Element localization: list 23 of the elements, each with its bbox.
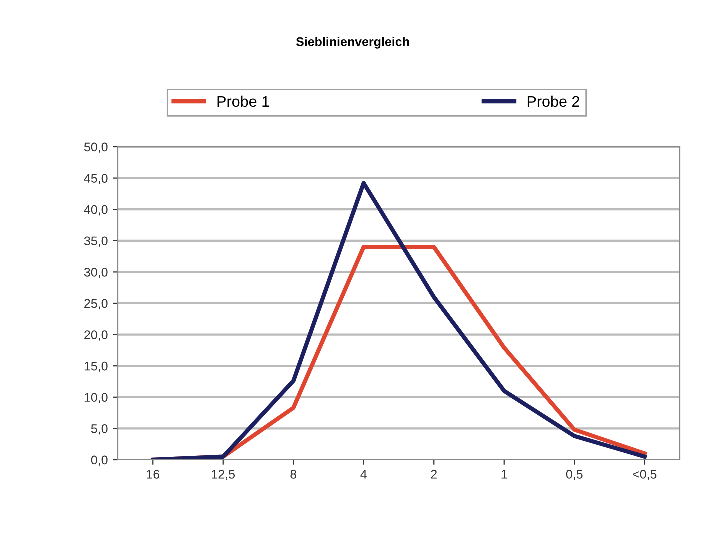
y-tick-label: 35,0 [84,236,108,248]
x-tick-label: 16 [147,470,160,479]
legend-label: Probe 2 [528,96,580,108]
y-tick-label: 15,0 [84,362,108,372]
y-tick-label: 10,0 [84,393,108,404]
x-tick-label: 4 [360,470,367,479]
y-tick-label: 20,0 [84,330,108,341]
y-tick-label: 5,0 [91,424,108,435]
y-tick-label: 25,0 [84,299,108,310]
y-tick-label: 50,0 [84,142,108,154]
x-tick-label: 8 [290,470,297,479]
y-tick-label: 40,0 [84,205,108,216]
y-tick-label: 30,0 [84,268,108,278]
chart-title: Sieblinienvergleich [296,37,410,49]
x-tick-label: 2 [431,470,437,479]
y-tick-label: 45,0 [84,174,108,184]
legend-label: Probe 1 [218,96,270,108]
x-tick-label: <0,5 [633,470,657,480]
x-tick-label: 12,5 [212,470,236,480]
x-tick-label: 0,5 [566,470,583,480]
y-tick-label: 0,0 [91,456,108,466]
x-tick-label: 1 [502,470,508,479]
line-series [151,181,647,460]
